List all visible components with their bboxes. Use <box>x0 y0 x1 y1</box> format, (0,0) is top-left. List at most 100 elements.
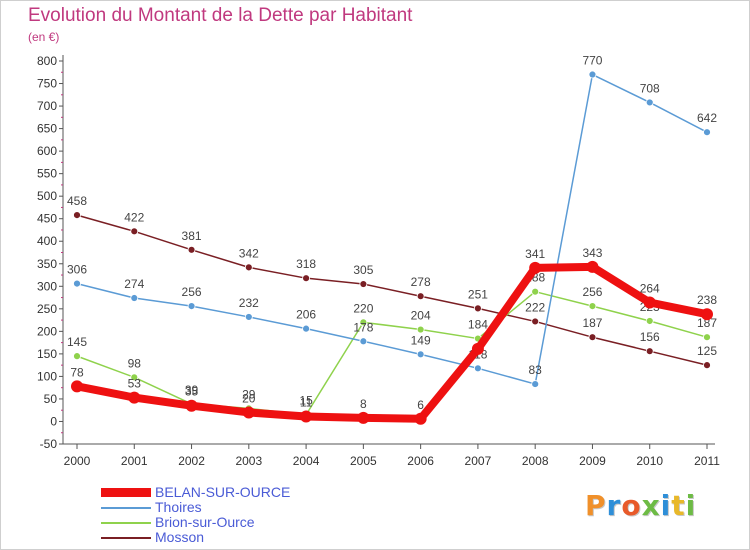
data-label: 343 <box>582 246 602 260</box>
y-tick-label: 100 <box>37 369 57 383</box>
data-point <box>416 325 425 334</box>
data-label: 98 <box>128 356 142 370</box>
y-tick-label: 400 <box>37 234 57 248</box>
data-point <box>187 302 196 311</box>
data-point <box>357 411 370 424</box>
data-point <box>416 350 425 359</box>
data-point <box>244 313 253 321</box>
y-tick-label: 500 <box>37 189 57 203</box>
y-tick-label: 650 <box>37 122 57 136</box>
data-point <box>302 274 310 283</box>
y-tick-label: 150 <box>37 347 57 361</box>
data-label: 35 <box>185 385 199 399</box>
data-label: 306 <box>67 263 87 277</box>
data-point <box>185 399 198 412</box>
data-label: 204 <box>411 309 431 323</box>
data-label: 53 <box>128 377 142 391</box>
legend-label-mosson: Mosson <box>155 529 205 545</box>
x-tick-label: 2003 <box>235 454 262 468</box>
data-label: 178 <box>353 320 373 334</box>
data-label: 222 <box>525 300 545 314</box>
logo-letter: P <box>585 489 607 522</box>
x-tick-label: 2002 <box>178 454 205 468</box>
data-point <box>645 98 654 107</box>
data-label: 11 <box>300 396 313 410</box>
data-point <box>703 333 711 342</box>
data-label: 642 <box>697 111 717 125</box>
data-label: 8 <box>360 397 367 411</box>
data-label: 422 <box>124 210 144 224</box>
data-point <box>471 342 484 355</box>
data-label: 29 <box>242 387 256 401</box>
data-point <box>73 211 81 220</box>
data-label: 708 <box>640 81 660 95</box>
data-point <box>645 317 654 325</box>
data-label: 187 <box>697 316 717 330</box>
data-point <box>359 337 368 346</box>
data-point <box>130 227 139 236</box>
data-point <box>529 261 542 274</box>
data-label: 256 <box>182 285 202 299</box>
y-tick-label: 0 <box>50 414 57 428</box>
x-tick-label: 2010 <box>636 454 663 468</box>
data-point <box>474 304 482 313</box>
logo-letter: i <box>660 489 672 522</box>
data-label: 125 <box>697 344 717 358</box>
data-point <box>416 292 425 301</box>
x-tick-label: 2005 <box>350 454 377 468</box>
y-tick-label: 600 <box>37 144 57 158</box>
data-label: 206 <box>296 308 316 322</box>
data-label: 305 <box>353 263 373 277</box>
data-point <box>242 406 255 419</box>
data-label: 83 <box>529 363 543 377</box>
data-label: 251 <box>468 287 488 301</box>
data-point <box>703 361 711 370</box>
legend-label-thoires: Thoires <box>155 499 202 515</box>
legend-swatch-belan <box>101 488 151 497</box>
data-label: 78 <box>70 365 84 379</box>
logo-letter: r <box>606 489 622 522</box>
x-tick-label: 2006 <box>407 454 434 468</box>
legend-swatch-thoires <box>101 507 151 509</box>
data-label: 274 <box>124 277 144 291</box>
x-tick-label: 2001 <box>121 454 148 468</box>
data-label: 6 <box>417 398 424 412</box>
logo-letter: o <box>621 489 642 522</box>
y-tick-label: 800 <box>37 54 57 68</box>
y-tick-label: -50 <box>40 437 58 451</box>
data-point <box>359 280 368 288</box>
data-label: 264 <box>640 282 660 296</box>
x-tick-label: 2007 <box>465 454 492 468</box>
chart-unit: (en €) <box>28 30 60 44</box>
data-point <box>130 294 139 302</box>
data-label: 770 <box>582 54 602 68</box>
data-label: 15 <box>299 394 313 408</box>
x-tick-label: 2011 <box>694 454 720 468</box>
data-point <box>531 317 540 326</box>
series-line <box>76 214 708 366</box>
data-label: 232 <box>239 296 259 310</box>
y-tick-label: 300 <box>37 279 57 293</box>
y-tick-label: 750 <box>37 77 57 91</box>
data-point <box>187 245 196 254</box>
series-line <box>76 290 708 416</box>
data-point <box>414 412 427 425</box>
data-point <box>703 128 711 137</box>
x-tick-label: 2004 <box>293 454 320 468</box>
data-label: 342 <box>239 246 259 260</box>
data-label: 458 <box>67 194 87 208</box>
y-tick-label: 700 <box>37 99 57 113</box>
y-tick-label: 200 <box>37 324 57 338</box>
proxiti-logo: Proxiti <box>585 489 696 522</box>
data-point <box>588 70 597 79</box>
y-tick-label: 350 <box>37 257 57 271</box>
legend-swatch-mosson <box>101 537 151 539</box>
data-label: 39 <box>185 383 199 397</box>
legend-label-brion: Brion-sur-Ource <box>155 514 255 530</box>
data-label: 20 <box>242 391 256 405</box>
y-tick-label: 250 <box>37 302 57 316</box>
y-tick-label: 450 <box>37 212 57 226</box>
data-label: 238 <box>697 293 717 307</box>
